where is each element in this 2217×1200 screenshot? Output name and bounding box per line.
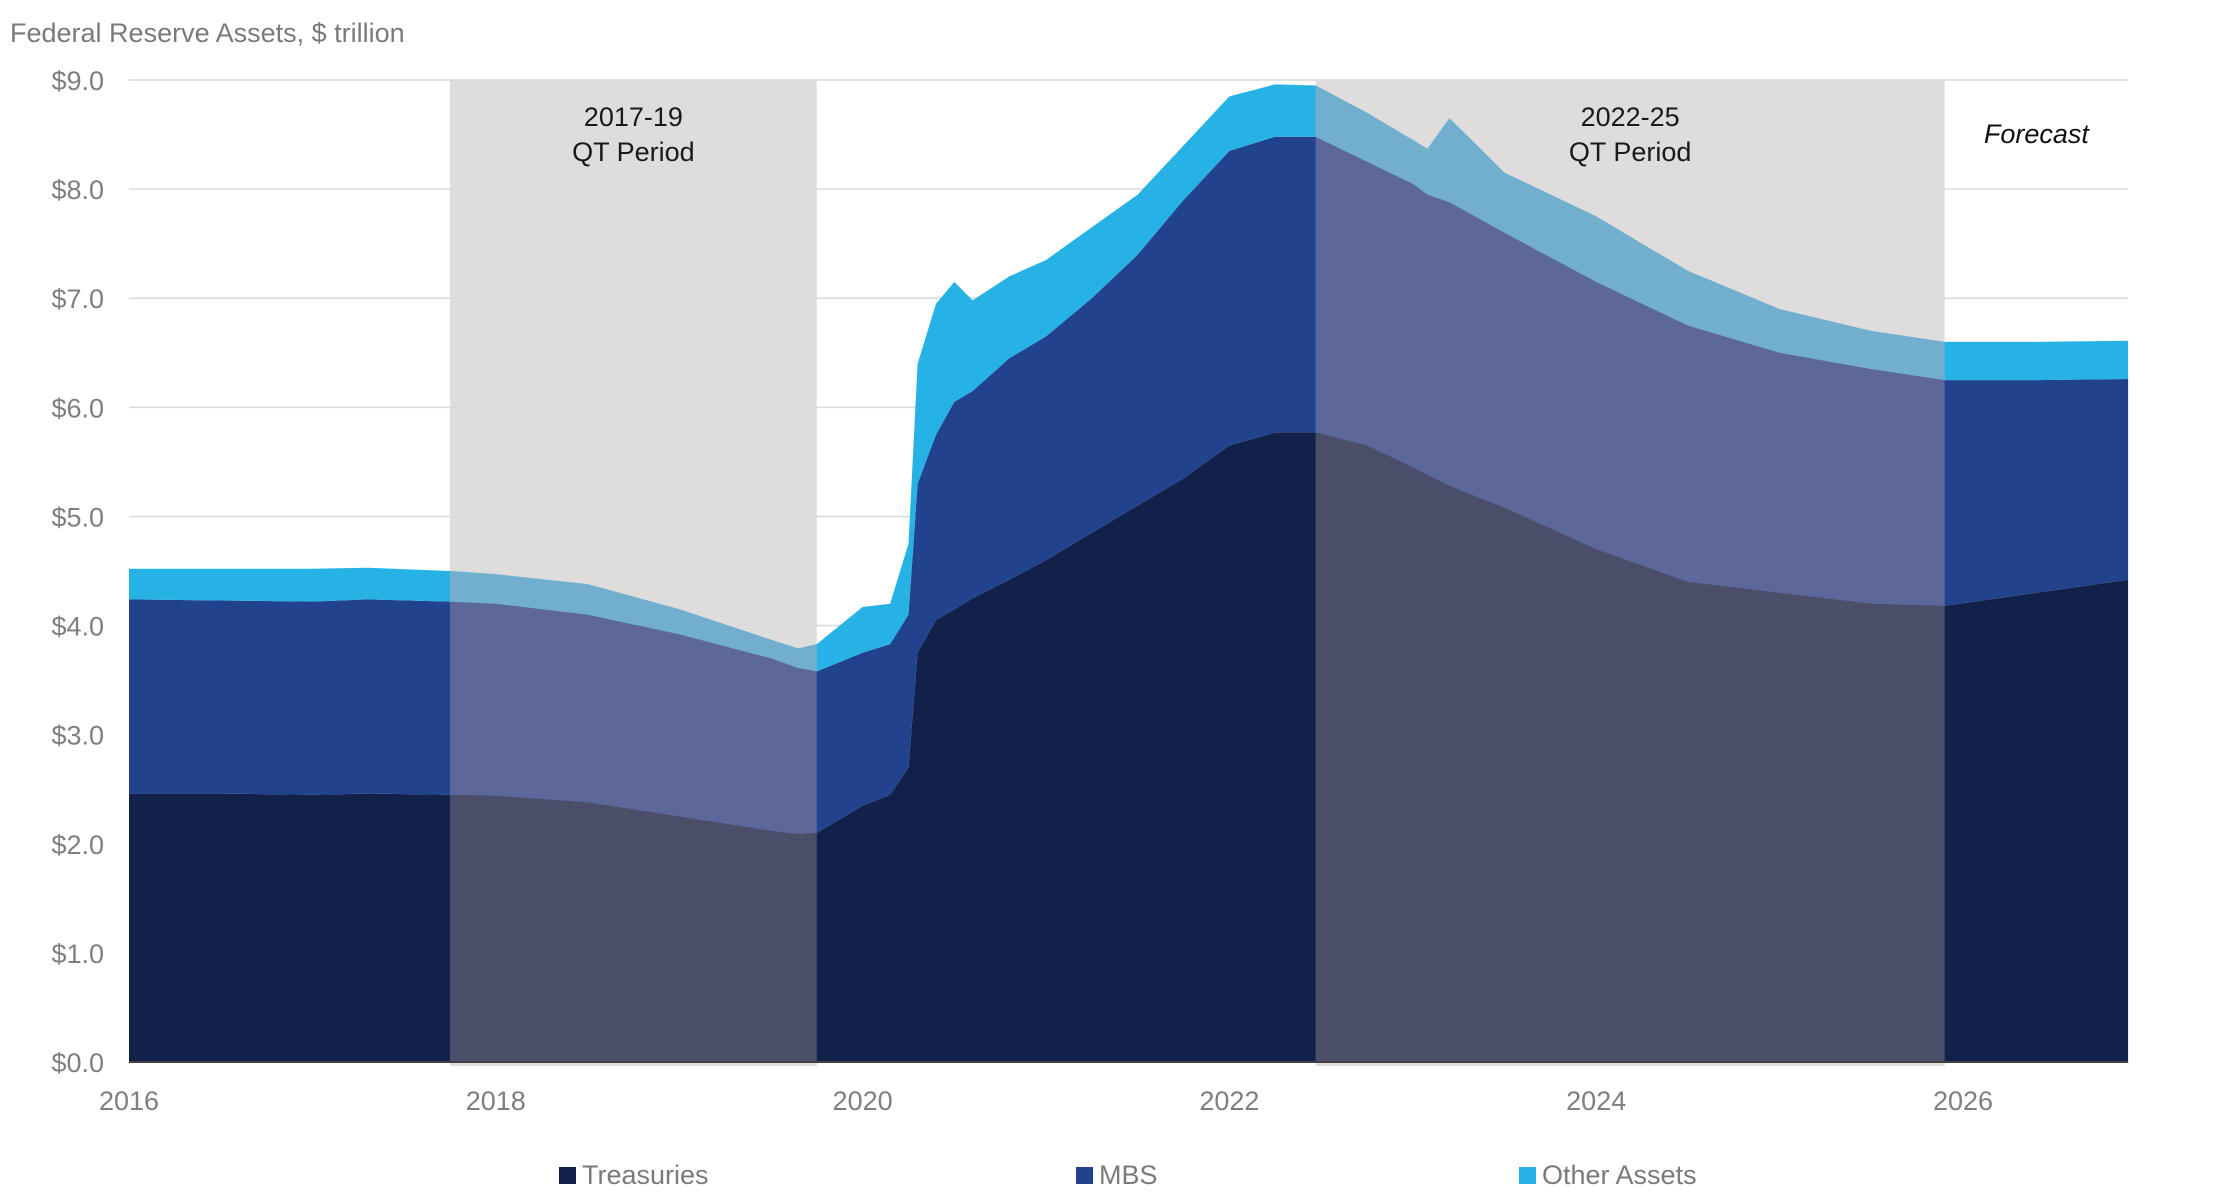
forecast-label: Forecast	[1984, 119, 2091, 149]
x-tick-label: 2018	[466, 1086, 526, 1116]
legend-label: MBS	[1099, 1160, 1158, 1190]
y-tick-label: $5.0	[51, 502, 104, 532]
chart-title: Federal Reserve Assets, $ trillion	[10, 18, 405, 48]
x-tick-label: 2020	[833, 1086, 893, 1116]
y-tick-label: $2.0	[51, 830, 104, 860]
y-tick-label: $6.0	[51, 393, 104, 423]
qt-overlay-other-assets	[1315, 85, 1945, 381]
legend: Treasuries MBS Other Assets	[0, 1160, 2217, 1200]
qt-label-years: 2022-25	[1581, 102, 1680, 132]
y-tick-label: $4.0	[51, 612, 104, 642]
qt-overlay-other-assets	[449, 571, 817, 672]
qt-label-period: QT Period	[1569, 137, 1692, 167]
qt-overlays	[449, 85, 1945, 1062]
chart-svg: $0.0 $1.0 $2.0 $3.0 $4.0 $5.0 $6.0 $7.0 $8.0 $9.0…	[51, 66, 2129, 1116]
legend-item-other-assets[interactable]: Other Assets	[1519, 1160, 1697, 1191]
y-tick-label: $7.0	[51, 284, 104, 314]
x-tick-label: 2024	[1566, 1086, 1626, 1116]
qt-overlay-mbs	[1315, 136, 1945, 606]
legend-item-treasuries[interactable]: Treasuries	[559, 1160, 709, 1191]
x-tick-label: 2026	[1933, 1086, 1993, 1116]
y-tick-label: $9.0	[51, 66, 104, 96]
legend-swatch-mbs	[1076, 1167, 1093, 1184]
legend-item-mbs[interactable]: MBS	[1076, 1160, 1158, 1191]
legend-label: Treasuries	[582, 1160, 709, 1190]
qt-label-period: QT Period	[572, 137, 695, 167]
qt-overlay-treasuries	[449, 794, 817, 1062]
x-tick-label: 2016	[99, 1086, 159, 1116]
x-tick-label: 2022	[1199, 1086, 1259, 1116]
qt-overlay-treasuries	[1315, 432, 1945, 1062]
legend-label: Other Assets	[1542, 1160, 1697, 1190]
y-tick-label: $8.0	[51, 175, 104, 205]
axes: $0.0 $1.0 $2.0 $3.0 $4.0 $5.0 $6.0 $7.0 $8.0 $9.0…	[51, 66, 2129, 1116]
legend-swatch-treasuries	[559, 1167, 576, 1184]
y-tick-label: $0.0	[51, 1048, 104, 1078]
area-other-assets	[129, 84, 2129, 672]
qt-label-years: 2017-19	[584, 102, 683, 132]
legend-swatch-other-assets	[1519, 1167, 1536, 1184]
y-tick-label: $1.0	[51, 939, 104, 969]
y-tick-label: $3.0	[51, 721, 104, 751]
qt-overlay-mbs	[449, 601, 817, 834]
annotations: 2017-19 QT Period 2022-25 QT Period Forecast	[572, 102, 2090, 167]
